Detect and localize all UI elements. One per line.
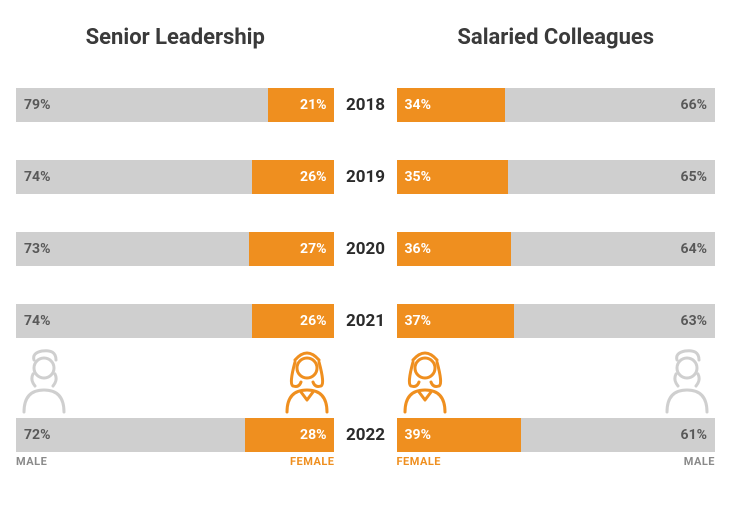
left-male-seg: 79% bbox=[16, 88, 268, 122]
left-bar: 79%21% bbox=[16, 88, 335, 122]
right-female-seg: 37% bbox=[397, 304, 515, 338]
left-female-seg: 28% bbox=[245, 418, 334, 452]
data-row: 73%27%202036%64% bbox=[16, 232, 715, 266]
left-bar: 72%28% bbox=[16, 418, 335, 452]
right-female-val: 34 bbox=[405, 97, 421, 113]
right-barwrap: 37%63% bbox=[397, 304, 716, 338]
left-male-val: 79 bbox=[24, 97, 40, 113]
left-male-seg: 73% bbox=[16, 232, 249, 266]
left-barwrap: 73%27% bbox=[16, 232, 335, 266]
left-female-val: 26 bbox=[300, 169, 316, 185]
right-male-seg: 64% bbox=[511, 232, 715, 266]
right-barwrap: 39%61% bbox=[397, 350, 716, 452]
female-icon bbox=[279, 348, 335, 418]
year-label: 2022 bbox=[335, 418, 397, 452]
data-row: 74%26%202137%63% bbox=[16, 304, 715, 338]
year-label: 2021 bbox=[335, 304, 397, 338]
left-barwrap: 74%26% bbox=[16, 160, 335, 194]
right-icons bbox=[397, 350, 716, 418]
gender-split-chart: Senior Leadership Salaried Colleagues 79… bbox=[0, 0, 731, 511]
left-male-val: 73 bbox=[24, 241, 40, 257]
data-row: 72%28%202239%61% bbox=[16, 350, 715, 452]
left-barwrap: 79%21% bbox=[16, 88, 335, 122]
left-bar: 74%26% bbox=[16, 160, 335, 194]
right-male-label: MALE bbox=[684, 455, 715, 468]
right-female-seg: 39% bbox=[397, 418, 521, 452]
right-female-val: 36 bbox=[405, 241, 421, 257]
left-female-val: 21 bbox=[300, 97, 316, 113]
left-labels: MALE FEMALE bbox=[16, 455, 335, 468]
left-male-val: 74 bbox=[24, 313, 40, 329]
left-female-val: 26 bbox=[300, 313, 316, 329]
left-male-seg: 72% bbox=[16, 418, 245, 452]
right-bar: 37%63% bbox=[397, 304, 716, 338]
male-icon bbox=[16, 348, 72, 418]
male-icon bbox=[659, 348, 715, 418]
right-bar: 35%65% bbox=[397, 160, 716, 194]
left-male-val: 74 bbox=[24, 169, 40, 185]
right-labels: FEMALE MALE bbox=[397, 455, 716, 468]
left-male-label: MALE bbox=[16, 455, 47, 468]
right-bar: 36%64% bbox=[397, 232, 716, 266]
left-female-seg: 26% bbox=[252, 304, 335, 338]
title-left: Senior Leadership bbox=[16, 25, 335, 50]
left-female-seg: 21% bbox=[268, 88, 335, 122]
data-row: 74%26%201935%65% bbox=[16, 160, 715, 194]
right-male-seg: 65% bbox=[508, 160, 715, 194]
left-female-seg: 27% bbox=[249, 232, 335, 266]
right-bar: 39%61% bbox=[397, 418, 716, 452]
right-female-val: 37 bbox=[405, 313, 421, 329]
year-label: 2018 bbox=[335, 88, 397, 122]
right-male-val: 65 bbox=[681, 169, 697, 185]
right-barwrap: 35%65% bbox=[397, 160, 716, 194]
left-bar: 74%26% bbox=[16, 304, 335, 338]
right-bar: 34%66% bbox=[397, 88, 716, 122]
female-icon bbox=[397, 348, 453, 418]
year-label: 2020 bbox=[335, 232, 397, 266]
left-female-val: 27 bbox=[300, 241, 316, 257]
right-male-val: 66 bbox=[681, 97, 697, 113]
left-icons bbox=[16, 350, 335, 418]
left-female-label: FEMALE bbox=[290, 455, 334, 468]
left-female-val: 28 bbox=[300, 427, 316, 443]
right-female-val: 35 bbox=[405, 169, 421, 185]
right-male-seg: 61% bbox=[521, 418, 715, 452]
right-male-val: 61 bbox=[681, 427, 697, 443]
left-barwrap: 72%28% bbox=[16, 350, 335, 452]
left-male-val: 72 bbox=[24, 427, 40, 443]
right-female-val: 39 bbox=[405, 427, 421, 443]
right-male-seg: 63% bbox=[514, 304, 715, 338]
right-barwrap: 36%64% bbox=[397, 232, 716, 266]
left-barwrap: 74%26% bbox=[16, 304, 335, 338]
axis-labels: MALE FEMALE FEMALE MALE bbox=[16, 455, 715, 468]
right-male-val: 63 bbox=[681, 313, 697, 329]
left-bar: 73%27% bbox=[16, 232, 335, 266]
data-row: 79%21%201834%66% bbox=[16, 88, 715, 122]
right-male-val: 64 bbox=[681, 241, 697, 257]
right-male-seg: 66% bbox=[505, 88, 715, 122]
title-right: Salaried Colleagues bbox=[397, 25, 716, 50]
right-female-seg: 36% bbox=[397, 232, 512, 266]
left-male-seg: 74% bbox=[16, 160, 252, 194]
year-label: 2019 bbox=[335, 160, 397, 194]
chart-headers: Senior Leadership Salaried Colleagues bbox=[16, 0, 715, 50]
left-male-seg: 74% bbox=[16, 304, 252, 338]
left-female-seg: 26% bbox=[252, 160, 335, 194]
right-female-seg: 34% bbox=[397, 88, 505, 122]
right-female-label: FEMALE bbox=[397, 455, 441, 468]
right-barwrap: 34%66% bbox=[397, 88, 716, 122]
right-female-seg: 35% bbox=[397, 160, 508, 194]
